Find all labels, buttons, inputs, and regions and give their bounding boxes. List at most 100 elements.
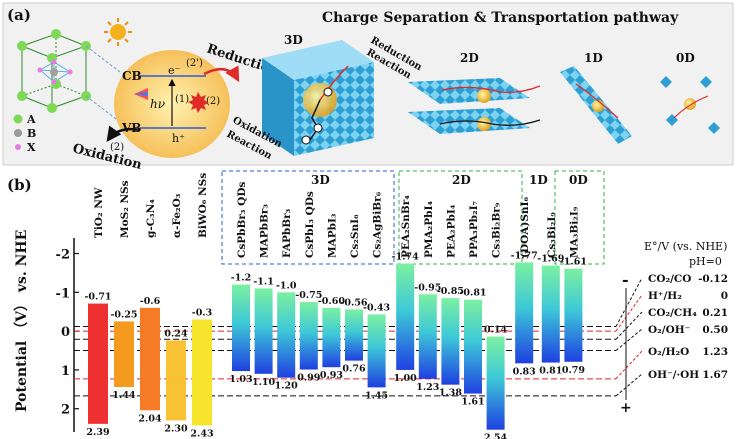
crystal-0d-icon [660,76,720,134]
svg-text:A: A [26,113,36,126]
step2-label: (2) [206,96,220,107]
cb-value-label: -1.69 [537,254,564,265]
svg-text:B: B [27,127,36,140]
group-box-3d: 3D [221,170,395,265]
band-bar [277,292,296,378]
material-name: MA₃Bi₂I₉ [568,206,580,258]
band-bar [114,321,134,387]
y-axis-label: Potential （V） vs. NHE [14,230,30,412]
y-axis: -2 -1 0 1 2 [56,238,79,432]
redox-header: E°/V (vs. NHE) pH=0 [644,240,727,268]
redox-couple: O₂/H₂O [648,346,689,358]
step1-label: (1) [175,94,189,105]
cb-value-label: -0.81 [459,288,486,299]
group-box-2d: 2D [398,170,523,265]
cb-value-label: -0.75 [295,290,322,301]
vb-value-label: 1.20 [275,381,299,392]
cb-value-label: -1.1 [253,276,273,287]
electron-label: e⁻ [168,64,181,77]
y-tick-label: -1 [56,286,70,301]
material-labels: TiO₂ NW MoS₂ NSs g-C₃N₄ α-Fe₂O₃ BiWO₆ NSs CsP… [93,173,580,258]
band-bar [464,299,482,394]
y-tick-label: 2 [61,403,70,418]
y-tick-label: -2 [56,248,70,263]
minus-sign: - [622,270,629,289]
band-bar [322,307,341,368]
band-bar [564,268,583,362]
reduction-arrow [203,65,240,83]
redox-leader [615,328,643,351]
material-name: PEA₂SnBr₄ [400,195,412,258]
redox-leader [615,373,643,397]
vb-value-label: 1.61 [461,397,484,408]
band-bar [396,263,415,370]
cb-value-label: -0.43 [363,302,390,313]
cb-value-label: 0.14 [484,325,508,336]
cb-value-label: -0.85 [437,286,464,297]
material-name: Cs₂AgBiBr₆ [372,191,384,258]
dim-2d-label: 2D [460,51,479,65]
vb-value-label: 0.99 [297,373,321,384]
cb-value-label: -1.74 [392,252,419,263]
dim-3d-label: 3D [284,33,303,47]
material-name: Cs₃Bi₂I₉ [546,212,558,258]
redox-couple: OH⁻/·OH [648,369,699,381]
material-name: TiO₂ NW [93,187,105,238]
vb-value-label: 1.10 [252,377,276,388]
cb-value-label: -0.60 [318,296,345,307]
redox-potential: 0.50 [702,324,728,336]
band-bar [345,309,363,361]
crystal-1d-icon [560,66,632,144]
vb-value-label: 2.43 [190,428,213,439]
material-name: PEA₂PbI₄ [445,204,457,258]
step2b-label: (2) [110,142,124,153]
y-tick-label: 1 [61,364,70,379]
band-edge-bars: -0.71 2.39 -0.25 1.44 -0.6 2.04 0.24 2.30 -0.3 2.… [84,250,586,439]
redox-potential: 0 [721,290,728,302]
oxidation-arrow [106,125,141,143]
material-name: Cs₃Bi₂Br₉ [491,202,503,258]
crystal-2d-icon [408,78,541,134]
redox-couple: O₂/OH⁻ [648,324,690,336]
vb-value-label: 1.03 [229,374,252,385]
dim-1d-label: 1D [584,51,603,65]
redox-leader [615,277,643,327]
material-name: CsPbI₃ QDs [304,191,316,258]
vb-value-label: 1.38 [439,388,463,399]
material-name: MAPbI₃ [326,213,338,258]
material-name: Cs₂SnI₆ [349,214,361,258]
cb-value-label: -0.95 [414,282,441,293]
cb-value-label: -0.6 [140,296,161,307]
cb-value-label: -0.3 [192,307,212,318]
panel-a-title: Charge Separation & Transportation pathw… [322,10,679,26]
hv-label: hν [150,97,165,111]
material-name: MoS₂ NSs [119,180,131,238]
cb-value-label: -1.61 [560,257,587,268]
band-bar [166,340,186,421]
svg-text:X: X [27,141,36,154]
band-bar [140,307,160,411]
cb-value-label: -0.56 [340,297,367,308]
cb-value-label: -1.0 [276,280,297,291]
band-bar [367,314,386,388]
vb-value-label: 1.45 [365,390,388,401]
redox-leader [615,294,643,332]
vb-value-label: 2.30 [164,423,188,434]
band-bar [299,302,318,370]
panel-a-label: (a) [7,6,31,24]
band-bar [418,294,437,379]
redox-potential: 1.67 [702,369,728,381]
redox-couple: CO₂/CH₄ [648,307,697,319]
cb-label: CB [122,69,142,83]
hole-label: h⁺ [172,132,185,145]
band-bar [232,284,250,372]
redox-potential: -0.12 [698,273,728,285]
band-bar [441,298,460,385]
redox-potential: 0.21 [702,307,728,319]
material-name: g-C₃N₄ [145,199,157,238]
plus-sign: + [620,400,632,416]
step2p-label: (2') [186,58,203,69]
redox-potential: 1.23 [702,346,728,358]
redox-leader [615,311,643,340]
